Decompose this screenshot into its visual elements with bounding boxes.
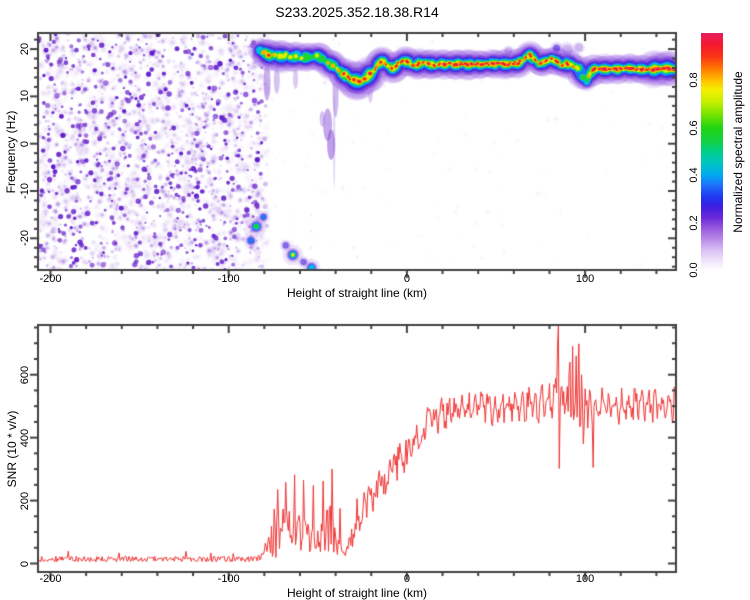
colorbar-tick-label: 0.6	[688, 120, 700, 136]
spec-x-tick-label: 100	[575, 273, 595, 285]
colorbar	[701, 33, 723, 270]
colorbar-tick-label: 0.2	[688, 214, 700, 231]
colorbar-label: Normalized spectral amplitude	[731, 71, 745, 233]
snr-x-tick-label: -100	[217, 573, 240, 585]
spec-y-tick-label: 20	[19, 42, 31, 56]
snr-y-tick-label: 600	[19, 365, 31, 384]
spec-y-tick-label: 10	[19, 90, 31, 103]
spec-x-tick-label: -200	[39, 273, 62, 285]
snr-y-axis-label: SNR (10 * v/v)	[5, 410, 19, 488]
snr-x-tick-label: -200	[39, 573, 62, 585]
snr-y-tick-label: 400	[19, 428, 31, 447]
spec-x-axis-label: Height of straight line (km)	[286, 286, 428, 300]
snr-y-tick-label: 200	[19, 491, 31, 510]
spec-y-tick-label: -20	[19, 230, 31, 247]
snr-y-tick-label: 0	[19, 560, 31, 567]
spec-y-tick-label: 0	[19, 140, 31, 147]
spec-y-axis-label: Frequency (Hz)	[4, 110, 18, 194]
snr-x-axis-label: Height of straight line (km)	[286, 586, 428, 600]
colorbar-tick-label: 0.0	[688, 262, 700, 278]
spec-y-tick-label: -10	[19, 183, 31, 199]
snr-x-tick-label: 100	[575, 573, 595, 585]
colorbar-tick-label: 0.8	[688, 72, 700, 89]
spec-x-tick-label: 0	[403, 273, 410, 285]
snr-x-tick-label: 0	[403, 573, 410, 585]
plot-title: S233.2025.352.18.38.R14	[275, 4, 439, 20]
spec-x-tick-label: -100	[217, 273, 240, 285]
colorbar-tick-label: 0.4	[688, 167, 700, 183]
